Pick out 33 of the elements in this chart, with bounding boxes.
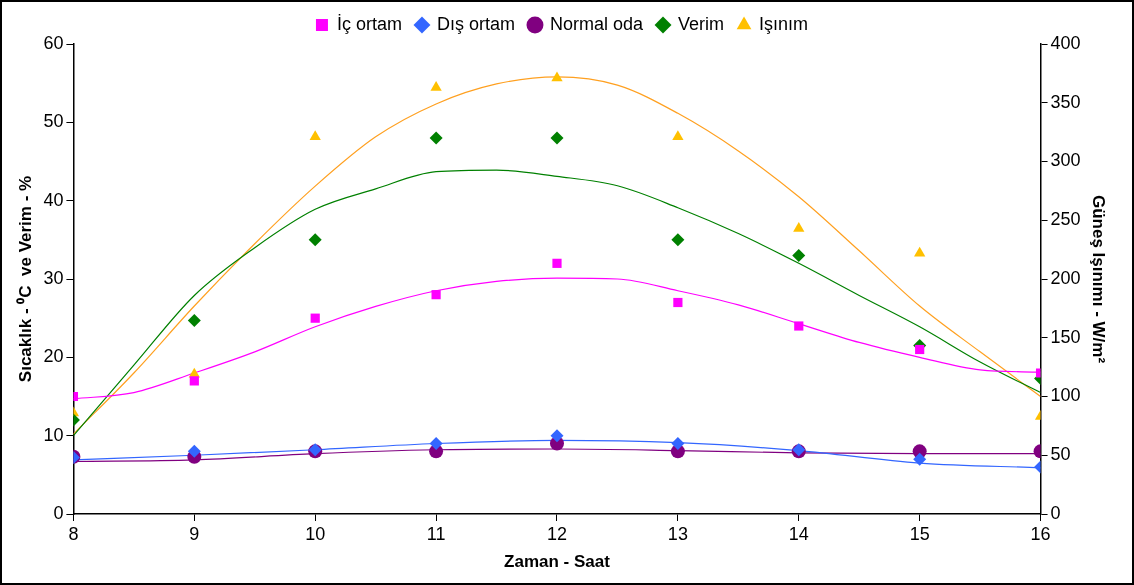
x-tick-label: 13 [667, 523, 688, 544]
x-axis-title: Zaman - Saat [504, 552, 611, 572]
y2-tick-label: 150 [1050, 326, 1081, 347]
y2-tick-label: 0 [1050, 502, 1061, 523]
x-tick-label: 15 [909, 523, 930, 544]
x-tick-label: 9 [189, 523, 200, 544]
y2-tick-label: 400 [1050, 32, 1081, 53]
y2-tick-label: 250 [1050, 209, 1081, 230]
y2-tick-label: 50 [1050, 444, 1071, 465]
legend-label: İç ortam [336, 13, 402, 34]
y-tick-label: 50 [43, 111, 64, 132]
legend-label: Işınım [759, 13, 809, 34]
y2-tick-label: 200 [1050, 267, 1081, 288]
legend-label: Dış ortam [436, 13, 515, 34]
legend-label: Verim [678, 13, 725, 34]
y-axis-title: Sıcaklık - ⁰C ve Verim - % [15, 175, 35, 383]
y2-tick-label: 350 [1050, 91, 1081, 112]
y-tick-label: 10 [43, 424, 64, 445]
y-tick-label: 60 [43, 32, 64, 53]
x-tick-label: 11 [426, 523, 446, 544]
x-tick-label: 10 [305, 523, 326, 544]
x-tick-label: 12 [546, 523, 568, 544]
legend-label: Normal oda [549, 13, 645, 34]
x-tick-label: 16 [1030, 523, 1051, 544]
y2-axis-title: Güneş Işınımı - W/m² [1089, 194, 1109, 364]
y-tick-label: 40 [43, 189, 64, 210]
y-tick-label: 30 [43, 267, 64, 288]
y-tick-label: 0 [53, 502, 64, 523]
x-tick-label: 8 [68, 523, 79, 544]
x-tick-label: 14 [788, 523, 809, 544]
y-tick-label: 20 [43, 346, 64, 367]
y2-tick-label: 300 [1050, 150, 1081, 171]
y2-tick-label: 100 [1050, 385, 1081, 406]
